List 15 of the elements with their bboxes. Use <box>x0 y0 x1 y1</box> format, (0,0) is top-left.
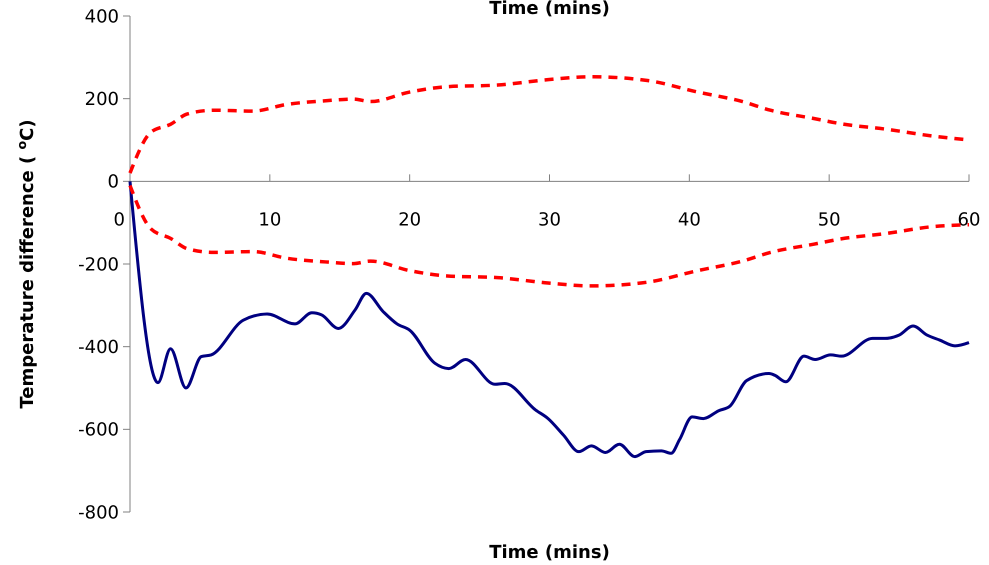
chart-title: Time (mins) <box>489 0 610 19</box>
y-tick-label: 400 <box>84 6 119 28</box>
x-axis-title: Time (mins) <box>489 542 610 563</box>
x-tick-label: 60 <box>958 209 980 230</box>
y-tick-label: -600 <box>78 420 119 441</box>
y-tick-label: 0 <box>108 172 119 193</box>
x-tick-label: 30 <box>538 209 561 230</box>
x-tick-label: 50 <box>818 209 841 230</box>
x-tick-label: 20 <box>398 209 422 230</box>
y-tick-label: 200 <box>84 88 119 110</box>
y-tick-label: -200 <box>78 254 119 276</box>
x-tick-label: 40 <box>678 209 701 230</box>
x-tick-label: 10 <box>258 209 282 230</box>
y-tick-label: -800 <box>78 502 119 524</box>
y-tick-label: -400 <box>78 336 119 358</box>
